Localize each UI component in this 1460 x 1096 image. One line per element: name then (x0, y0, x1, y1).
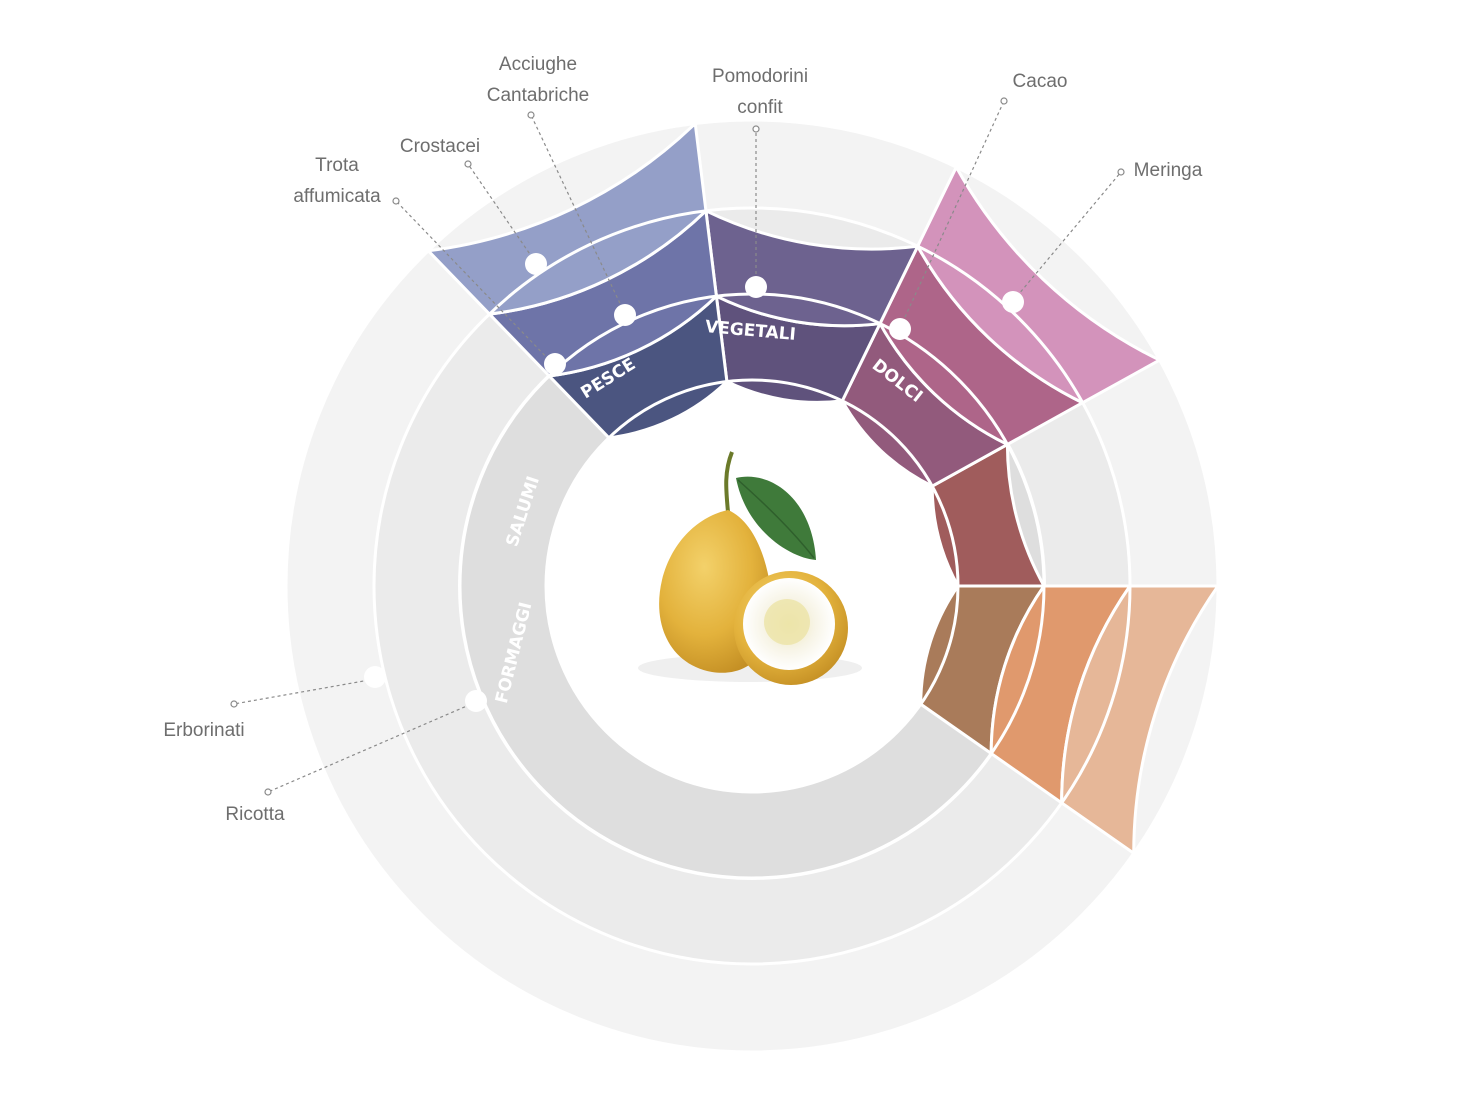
pairing-labels: Erborinati Ricotta Trota affumicata Cros… (163, 54, 1202, 825)
leader-dot-ricotta (264, 788, 272, 796)
leader-dot-crostacei (464, 160, 472, 168)
leader-line-acciughe (530, 114, 626, 315)
marker-acciughe (614, 304, 636, 326)
marker-cacao (889, 318, 911, 340)
pairing-label-trota-line2: affumicata (293, 186, 381, 207)
pairing-label-erborinati: Erborinati (163, 720, 244, 741)
pairing-label-acciughe-line2: Cantabriche (487, 85, 589, 106)
pairing-label-trota-line1: Trota (315, 155, 359, 176)
marker-trota (544, 353, 566, 375)
pairing-label-ricotta: Ricotta (225, 804, 285, 825)
segment-formaggi-ring-3 (1060, 584, 1221, 857)
segment-pesce-ring-3 (916, 163, 1163, 405)
pairing-label-pomodorini-line2: confit (737, 97, 783, 118)
pairing-label-pomodorini-line1: Pomodorini (712, 66, 808, 87)
pairing-label-meringa: Meringa (1134, 160, 1203, 181)
leader-line-meringa (1012, 171, 1122, 302)
separator-2 (372, 206, 1132, 966)
marker-ricotta (465, 690, 487, 712)
marker-erborinati (364, 666, 386, 688)
leader-dot-meringa (1117, 168, 1125, 176)
leaf-vein (737, 479, 815, 559)
leader-line-crostacei (467, 163, 537, 264)
marker-pomodorini (745, 276, 767, 298)
fruit-stem (724, 451, 734, 513)
leaf-icon (736, 476, 816, 560)
leader-lines (230, 97, 1125, 796)
pairing-label-cacao: Cacao (1013, 71, 1068, 92)
separator-inner (544, 378, 960, 794)
leader-dot-trota (392, 197, 400, 205)
pairing-markers (364, 253, 1024, 712)
leader-dot-cacao (1000, 97, 1008, 105)
citron-fruit-image (638, 451, 862, 685)
segment-dolci-ring-3 (425, 120, 708, 316)
leader-dot-acciughe (527, 111, 535, 119)
leader-dot-pomodorini (752, 125, 760, 133)
leader-line-trota (395, 200, 554, 365)
marker-crostacei (525, 253, 547, 275)
pairing-label-acciughe-line1: Acciughe (499, 54, 577, 75)
separator-3 (284, 118, 1220, 1054)
leader-dot-erborinati (230, 700, 238, 708)
marker-meringa (1002, 291, 1024, 313)
half-citron-core (764, 599, 810, 645)
pairing-label-crostacei: Crostacei (400, 136, 480, 157)
leader-line-ricotta (267, 701, 477, 793)
